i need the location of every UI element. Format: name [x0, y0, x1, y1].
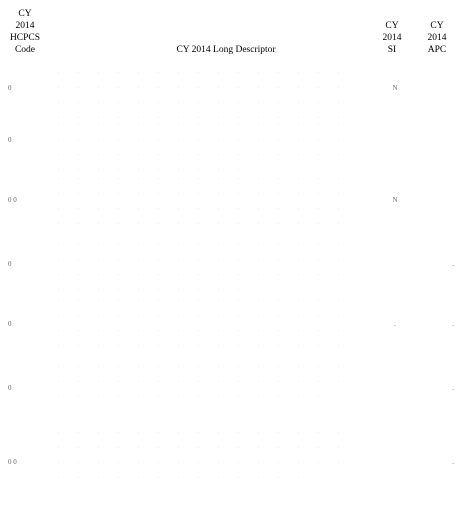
table-row: 0 0 . . . . . . . . . . . . . . . . . . …: [0, 170, 460, 232]
row-code: 0: [8, 320, 12, 328]
table-row: 0 . . . . . . . . . . . . . . . . . . . …: [0, 236, 460, 296]
row-code: 0: [8, 384, 12, 392]
table-row: 0 0 . . . . . . . . . . . . . . . . . . …: [0, 424, 460, 500]
row-code: 0 0: [8, 196, 17, 204]
row-description: . . . . . . . . . . . . . . . . . . . . …: [58, 121, 343, 171]
row-apc: .: [452, 260, 454, 268]
row-description: . . . . . . . . . . . . . . . . . . . . …: [58, 297, 343, 347]
header-status-indicator: CY 2014 SI: [382, 21, 402, 55]
row-code: 0: [8, 136, 12, 144]
row-description: . . . . . . . . . . . . . . . . . . . . …: [58, 241, 343, 291]
row-description: . . . . . . . . . . . . . . . . . . . . …: [58, 429, 343, 479]
table-row: 0 . . . . . . . . . . . . . . . . . . . …: [0, 358, 460, 416]
row-apc: .: [452, 384, 454, 392]
row-description: . . . . . . . . . . . . . . . . . . . . …: [58, 363, 343, 398]
table-row: 0 . . . . . . . . . . . . . . . . . . . …: [0, 116, 460, 174]
header-apc: CY 2014 APC: [427, 21, 447, 55]
row-description: . . . . . . . . . . . . . . . . . . . . …: [58, 69, 343, 119]
row-description: . . . . . . . . . . . . . . . . . . . . …: [58, 175, 343, 225]
row-si: N: [392, 196, 398, 204]
table-row: 0 . . . . . . . . . . . . . . . . . . . …: [0, 64, 460, 122]
row-apc: .: [452, 458, 454, 466]
row-si: .: [394, 320, 396, 328]
row-apc: .: [452, 320, 454, 328]
header-hcpcs-code: CY 2014 HCPCS Code: [9, 9, 41, 55]
header-long-descriptor: CY 2014 Long Descriptor: [176, 45, 276, 55]
table-row: 0 . . . . . . . . . . . . . . . . . . . …: [0, 292, 460, 354]
row-code: 0: [8, 84, 12, 92]
row-code: 0 0: [8, 458, 17, 466]
row-code: 0: [8, 260, 12, 268]
row-si: N: [392, 84, 398, 92]
